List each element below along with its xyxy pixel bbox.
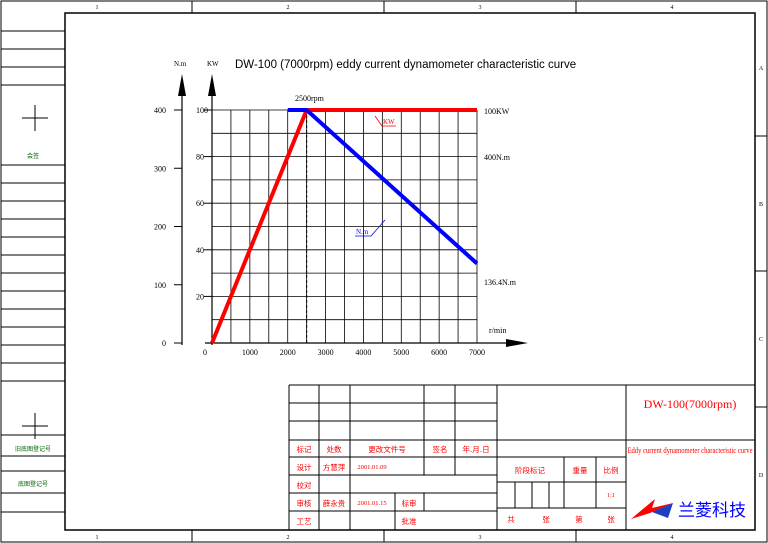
lbl-weight: 重量 <box>573 466 588 475</box>
drawing-reg-label: 底图登记号 <box>18 480 48 488</box>
zone-num-bottom-4: 4 <box>671 535 674 541</box>
chart-title: DW-100 (7000rpm) eddy current dynamomete… <box>235 59 576 71</box>
label-400nm: 400N.m <box>484 153 511 162</box>
zone-num-top-2: 2 <box>287 5 290 11</box>
kw-tick-label: 20 <box>196 292 204 301</box>
label-136nm: 136.4N.m <box>484 278 517 287</box>
x-tick-label: 1000 <box>242 348 258 357</box>
nm-curve <box>287 108 479 266</box>
kw-curve-leader <box>374 115 396 127</box>
hdr-count: 处数 <box>327 444 342 454</box>
kw-tick-label: 40 <box>196 246 204 255</box>
hdr-signature: 签名 <box>433 444 448 454</box>
zone-letter-3: C <box>759 337 763 343</box>
characteristic-chart: DW-100 (7000rpm) eddy current dynamomete… <box>154 59 576 357</box>
company-logo-icon <box>631 499 673 519</box>
x-tick-label: 7000 <box>469 348 485 357</box>
countersign-label: 会签 <box>27 152 39 160</box>
nm-curve-label: N.m <box>356 228 369 236</box>
hdr-date: 年.月.日 <box>462 444 489 454</box>
zone-letter-4: D <box>759 473 764 479</box>
zone-num-bottom-2: 2 <box>287 535 290 541</box>
chart-axes <box>181 82 512 345</box>
lbl-process: 工艺 <box>297 517 312 526</box>
x-tick-label: 6000 <box>431 348 447 357</box>
design-date: 2001.01.09 <box>357 464 386 471</box>
nm-curve-leader <box>355 219 386 237</box>
review-date: 2001.01.15 <box>357 500 386 507</box>
zone-markers <box>191 1 767 542</box>
x-tick-label: 2000 <box>280 348 296 357</box>
left-signoff-strip <box>1 30 65 513</box>
label-100kw: 100KW <box>484 107 510 116</box>
hdr-doc-number: 更改文件号 <box>368 444 406 454</box>
nm-tick-label: 400 <box>154 106 166 115</box>
nm-axis-arrow <box>178 74 186 96</box>
tick-labels: 0 1000 2000 3000 4000 5000 6000 700020406080100… <box>154 106 485 357</box>
model-title: DW-100(7000rpm) <box>644 397 737 411</box>
x-tick-label: 3000 <box>318 348 334 357</box>
zone-num-top-3: 3 <box>479 5 482 11</box>
lbl-sheets: 张 <box>542 515 550 524</box>
x-tick-label: 0 <box>203 348 207 357</box>
lbl-standard-review: 标审 <box>402 498 417 508</box>
company-name: 兰菱科技 <box>678 501 746 521</box>
scale-value: 1:1 <box>607 492 615 499</box>
kw-axis-arrow <box>208 74 216 96</box>
kw-tick-label: 100 <box>196 106 208 115</box>
kw-tick-label: 60 <box>196 199 204 208</box>
lbl-total: 共 <box>507 515 515 524</box>
lbl-approve: 批准 <box>402 516 417 526</box>
reviewer-name: 薛永贵 <box>323 498 346 508</box>
lbl-sheet-no: 第 <box>575 514 583 524</box>
x-tick-label: 4000 <box>355 348 371 357</box>
lbl-stage-mark: 阶段标记 <box>515 465 545 475</box>
zone-num-top-1: 1 <box>96 5 99 11</box>
axis-unit-kw: KW <box>207 60 219 68</box>
x-axis-unit: r/min <box>489 326 506 335</box>
title-block <box>288 384 755 530</box>
nm-tick-label: 0 <box>162 339 166 348</box>
kw-tick-label: 80 <box>196 153 204 162</box>
axis-unit-nm: N.m <box>174 60 187 68</box>
lbl-design: 设计 <box>297 462 312 472</box>
nm-tick-label: 200 <box>154 223 166 232</box>
designer-name: 方慧萍 <box>323 462 346 472</box>
zone-letter-1: A <box>759 66 764 72</box>
zone-letter-2: B <box>759 202 763 208</box>
zone-num-bottom-1: 1 <box>96 535 99 541</box>
nm-tick-label: 300 <box>154 164 166 173</box>
lbl-review: 审核 <box>297 498 312 508</box>
lbl-check: 校对 <box>297 480 312 490</box>
nm-tick-label: 100 <box>154 281 166 290</box>
x-tick-label: 5000 <box>393 348 409 357</box>
zone-num-top-4: 4 <box>671 5 674 11</box>
lbl-sheet: 张 <box>607 515 615 524</box>
kw-curve-label: KW <box>383 118 395 126</box>
rpm-2500-label: 2500rpm <box>295 94 325 103</box>
hdr-mark: 标记 <box>297 444 312 454</box>
x-axis-arrow <box>506 339 528 347</box>
old-drawing-reg-label: 旧底图登记号 <box>15 445 51 453</box>
lbl-scale: 比例 <box>604 465 619 475</box>
drawing-description: Eddy current dynamometer characteristic … <box>628 446 753 455</box>
zone-num-bottom-3: 3 <box>479 535 482 541</box>
